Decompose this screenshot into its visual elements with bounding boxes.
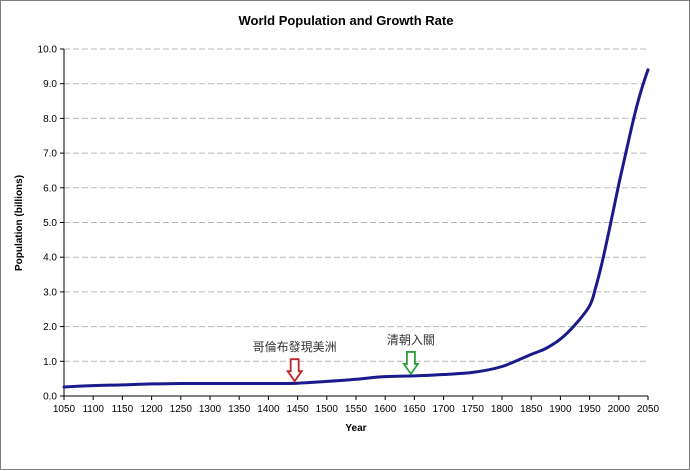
y-tick-label: 7.0 — [43, 149, 57, 160]
x-tick-label: 1450 — [286, 404, 309, 415]
x-tick-label: 1100 — [82, 404, 104, 415]
x-tick-label: 1950 — [578, 404, 601, 415]
tick-labels: 0.0 1.0 2.0 3.0 4.0 5.0 6.0 7.0 8.0 9.0 10.0 1050 11… — [38, 45, 660, 416]
annotation-label-1: 清朝入關 — [387, 333, 435, 347]
annotation-arrow-0 — [285, 358, 304, 383]
axes — [60, 48, 649, 400]
x-tick-label: 1550 — [345, 404, 368, 415]
x-tick-label: 1400 — [257, 404, 280, 415]
x-tick-label: 1650 — [403, 404, 426, 415]
y-tick-label: 3.0 — [43, 287, 57, 298]
y-tick-label: 6.0 — [43, 183, 57, 194]
annotation-arrow-1 — [402, 351, 420, 376]
series-line-0 — [62, 68, 650, 389]
x-tick-label: 1600 — [374, 404, 397, 415]
x-tick-label: 1500 — [316, 404, 339, 415]
x-tick-label: 1800 — [491, 404, 514, 415]
series-layer — [62, 68, 650, 389]
x-tick-label: 1900 — [549, 404, 572, 415]
y-tick-label: 0.0 — [43, 392, 57, 403]
x-tick-label: 1150 — [112, 404, 134, 415]
y-tick-label: 10.0 — [38, 45, 58, 56]
x-tick-label: 1250 — [170, 404, 193, 415]
x-axis-label: Year — [345, 423, 366, 434]
y-tick-label: 1.0 — [43, 357, 57, 368]
x-tick-label: 1200 — [140, 404, 163, 415]
y-tick-label: 4.0 — [43, 253, 57, 264]
x-tick-label: 1750 — [462, 404, 485, 415]
y-tick-label: 9.0 — [43, 79, 57, 90]
y-tick-label: 5.0 — [43, 218, 57, 229]
x-tick-label: 1050 — [53, 404, 76, 415]
x-tick-label: 1700 — [432, 404, 455, 415]
x-tick-label: 2050 — [637, 404, 660, 415]
chart-title: World Population and Growth Rate — [239, 13, 454, 28]
x-tick-label: 2000 — [608, 404, 631, 415]
annotations: 哥倫布發現美洲 清朝入關 — [253, 333, 435, 383]
y-tick-label: 2.0 — [43, 322, 57, 333]
y-tick-label: 8.0 — [43, 114, 57, 125]
y-axis-label: Population (billions) — [14, 175, 25, 271]
annotation-label-0: 哥倫布發現美洲 — [253, 339, 337, 354]
x-tick-label: 1350 — [228, 404, 251, 415]
x-tick-label: 1850 — [520, 404, 543, 415]
x-tick-label: 1300 — [199, 404, 222, 415]
grid-lines — [64, 48, 648, 362]
